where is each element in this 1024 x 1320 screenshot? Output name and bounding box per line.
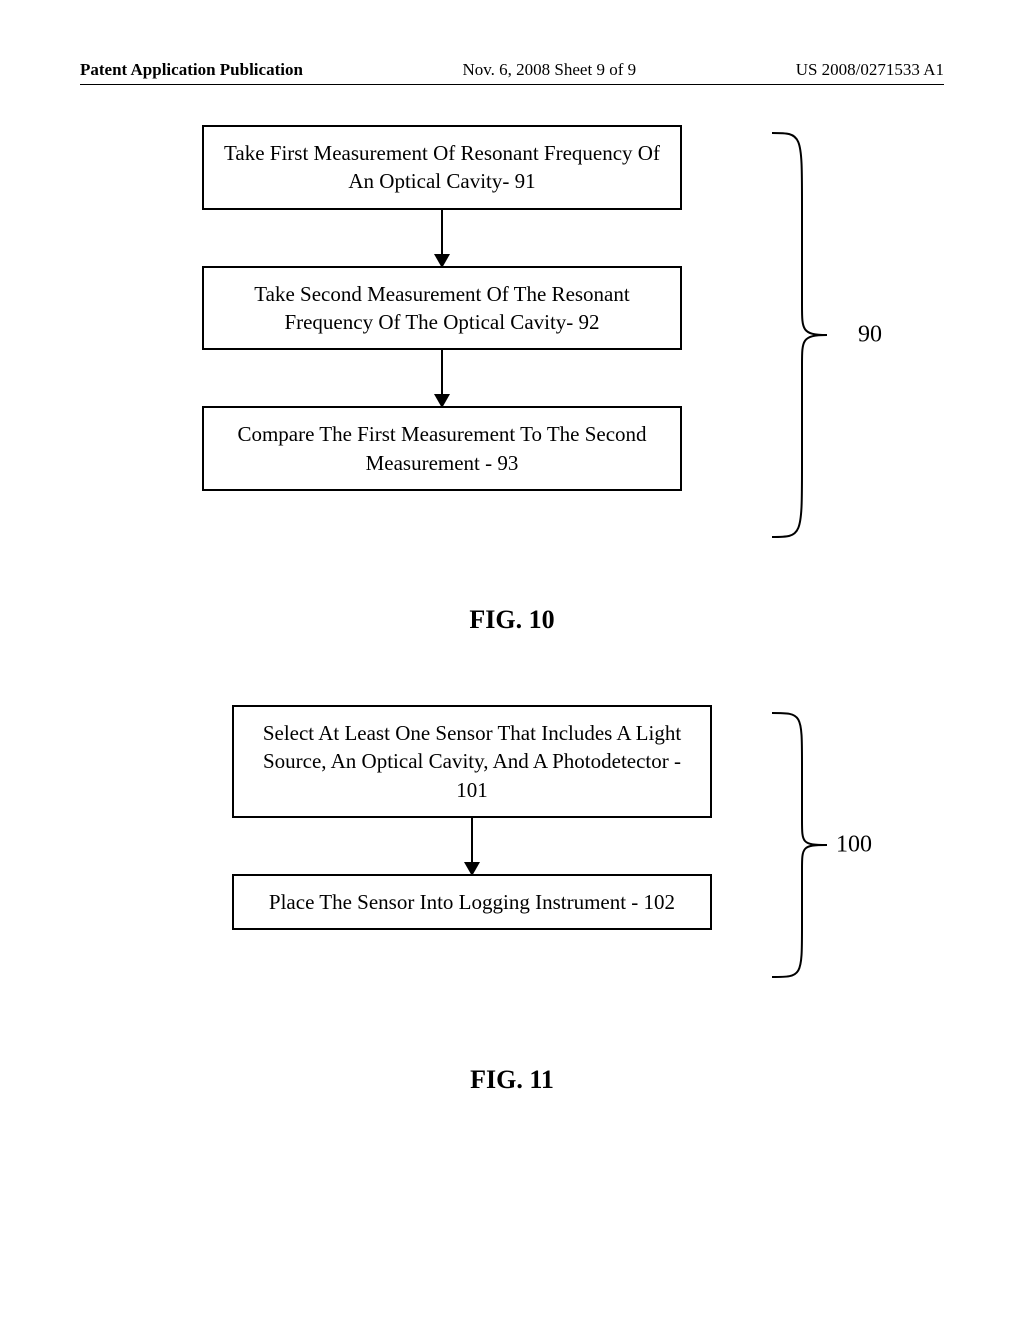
figure-11: Select At Least One Sensor That Includes…	[152, 705, 872, 1035]
bracket-100-svg	[742, 705, 882, 985]
ref-number-100: 100	[836, 832, 872, 859]
figure-10: Take First Measurement Of Resonant Frequ…	[152, 125, 872, 585]
ref-number-90: 90	[858, 322, 882, 349]
box-step-92: Take Second Measurement Of The Resonant …	[202, 266, 682, 351]
box-step-91: Take First Measurement Of Resonant Frequ…	[202, 125, 682, 210]
box-step-101: Select At Least One Sensor That Includes…	[232, 705, 712, 818]
patent-page: Patent Application Publication Nov. 6, 2…	[0, 0, 1024, 1320]
flowchart-90: Take First Measurement Of Resonant Frequ…	[202, 125, 682, 491]
header-patent-number: US 2008/0271533 A1	[796, 60, 944, 80]
header-date-sheet: Nov. 6, 2008 Sheet 9 of 9	[463, 60, 637, 80]
page-header: Patent Application Publication Nov. 6, 2…	[80, 60, 944, 85]
header-publication: Patent Application Publication	[80, 60, 303, 80]
flowchart-100: Select At Least One Sensor That Includes…	[232, 705, 712, 930]
box-step-102: Place The Sensor Into Logging Instrument…	[232, 874, 712, 930]
box-step-93: Compare The First Measurement To The Sec…	[202, 406, 682, 491]
bracket-90-svg	[752, 125, 872, 545]
figure-10-label: FIG. 10	[152, 605, 872, 635]
arrow-91-to-92	[441, 210, 443, 266]
bracket-100: 100	[742, 705, 882, 985]
bracket-90: 90	[752, 125, 872, 545]
figure-11-label: FIG. 11	[152, 1065, 872, 1095]
arrow-101-to-102	[471, 818, 473, 874]
arrow-92-to-93	[441, 350, 443, 406]
